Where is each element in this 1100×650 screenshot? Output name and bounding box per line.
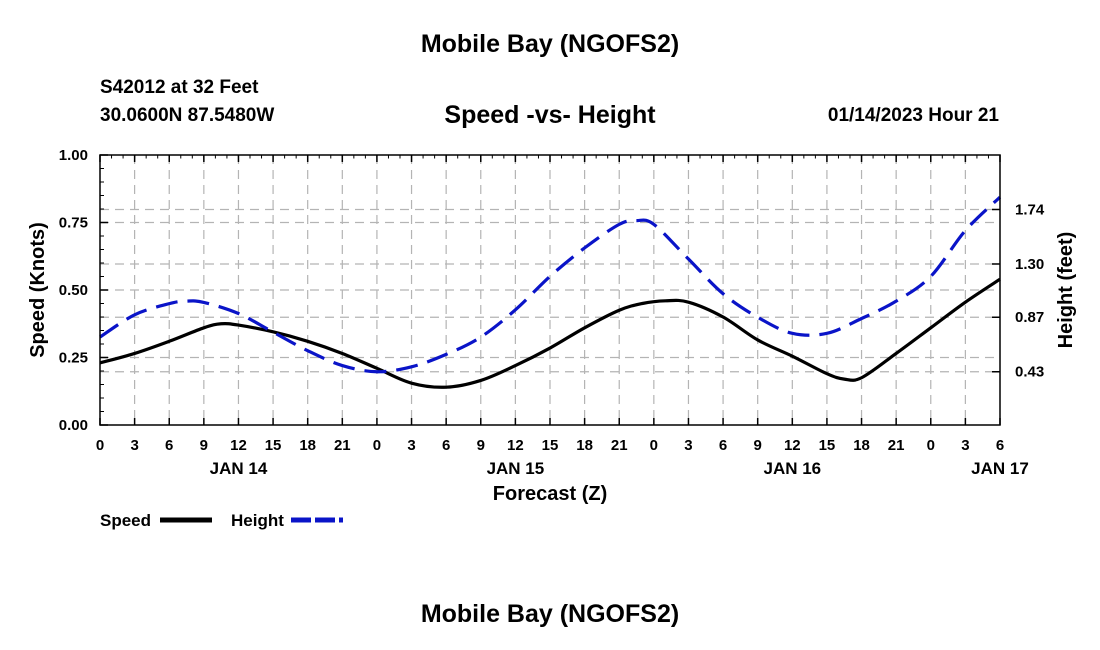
y-left-tick-label: 1.00 (59, 147, 88, 164)
x-tick-label: 6 (996, 437, 1004, 454)
series-line-speed (99, 277, 1001, 389)
x-tick-label: 18 (299, 437, 316, 454)
x-tick-label: 12 (507, 437, 524, 454)
y-left-tick-label: 0.00 (59, 417, 88, 434)
y-right-tick-label: 0.43 (1015, 364, 1044, 381)
x-tick-label: 9 (477, 437, 485, 454)
series-line-height (99, 195, 1002, 374)
legend-label-speed: Speed (100, 511, 151, 530)
x-tick-label: 0 (373, 437, 381, 454)
x-tick-label: 6 (165, 437, 173, 454)
x-tick-label: 15 (265, 437, 282, 454)
x-tick-label: 21 (334, 437, 351, 454)
x-tick-label: 3 (684, 437, 692, 454)
y-left-tick-label: 0.50 (59, 282, 88, 299)
x-tick-label: 3 (130, 437, 138, 454)
x-tick-label: 21 (888, 437, 905, 454)
x-tick-label: 3 (407, 437, 415, 454)
axis-ticks: 0 3 6 9 12 15 18 21 0 3 6 9 12 15 18 21 0 3 6 9 12 15 18 21 0 3 6 J… (59, 147, 1045, 478)
x-tick-label: 12 (784, 437, 801, 454)
x-tick-label: 18 (853, 437, 870, 454)
y-right-tick-label: 0.87 (1015, 309, 1044, 326)
y-axis-left-label: Speed (Knots) (27, 222, 49, 358)
legend: Speed Height (100, 511, 343, 530)
series-lines (99, 195, 1002, 389)
day-label: JAN 14 (210, 459, 268, 478)
x-axis-label: Forecast (Z) (493, 483, 607, 505)
y-left-tick-label: 0.75 (59, 215, 88, 232)
day-label: JAN 17 (971, 459, 1029, 478)
x-tick-label: 18 (576, 437, 593, 454)
y-axis-right-label: Height (feet) (1055, 232, 1077, 349)
y-left-tick-label: 0.25 (59, 350, 88, 367)
x-tick-label: 6 (442, 437, 450, 454)
chart-subtitle: Speed -vs- Height (444, 101, 656, 129)
legend-label-height: Height (231, 511, 284, 530)
page-title: Mobile Bay (NGOFS2) (420, 30, 680, 58)
x-tick-label: 9 (200, 437, 208, 454)
x-tick-label: 9 (754, 437, 762, 454)
x-tick-label: 3 (961, 437, 969, 454)
x-tick-label: 21 (611, 437, 628, 454)
day-label: JAN 16 (763, 459, 821, 478)
station-label: S42012 at 32 Feet (100, 77, 259, 98)
x-tick-label: 0 (650, 437, 658, 454)
footer-title: Mobile Bay (NGOFS2) (420, 600, 680, 628)
station-coordinates: 30.0600N 87.5480W (100, 105, 275, 126)
y-right-tick-label: 1.30 (1015, 256, 1044, 273)
grid-lines (100, 155, 1000, 425)
y-right-tick-label: 1.74 (1015, 201, 1045, 218)
x-tick-label: 15 (542, 437, 559, 454)
x-tick-label: 0 (96, 437, 104, 454)
x-tick-label: 0 (927, 437, 935, 454)
x-tick-label: 12 (230, 437, 247, 454)
x-tick-label: 15 (819, 437, 836, 454)
day-label: JAN 15 (487, 459, 545, 478)
x-tick-label: 6 (719, 437, 727, 454)
forecast-datetime: 01/14/2023 Hour 21 (827, 105, 999, 126)
chart: 0 3 6 9 12 15 18 21 0 3 6 9 12 15 18 21 0 3 6 9 12 15 18 21 0 3 6 J… (27, 147, 1077, 530)
